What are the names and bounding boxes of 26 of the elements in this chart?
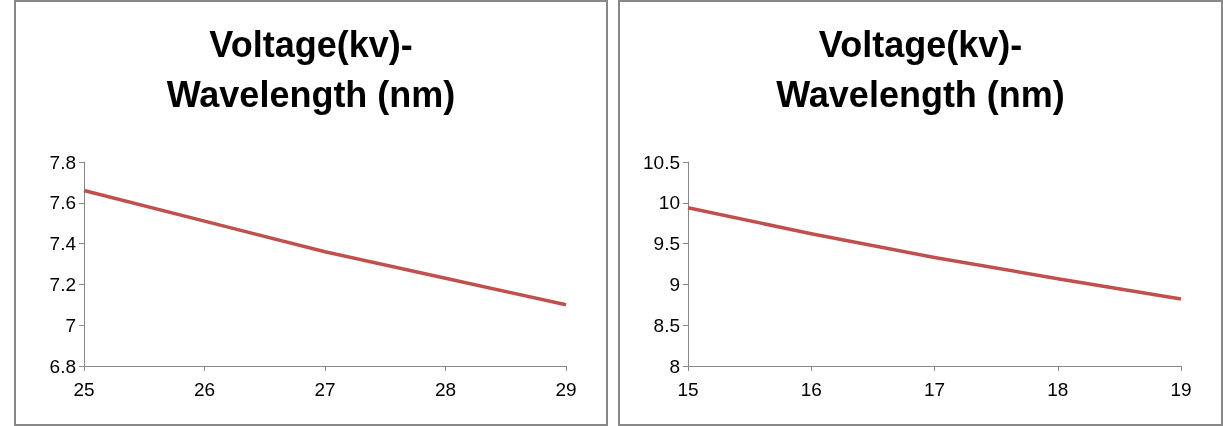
x-tick-label: 28 — [434, 379, 457, 400]
y-tick-label: 7.8 — [49, 151, 76, 173]
chart-title: Voltage(kv)- Wavelength (nm) — [776, 23, 1065, 115]
y-tick-label: 7 — [65, 314, 76, 336]
y-tick-label: 8 — [669, 355, 680, 377]
x-tick-label: 19 — [1170, 379, 1192, 400]
x-tick-label: 29 — [555, 379, 577, 400]
x-tick-label: 26 — [193, 379, 216, 400]
y-tick-label: 7.4 — [49, 233, 77, 255]
y-tick-label: 8.5 — [653, 314, 680, 336]
y-tick-label: 9.5 — [653, 233, 680, 255]
y-tick-label: 7.6 — [49, 192, 76, 214]
x-tick-label: 27 — [314, 379, 336, 400]
x-tick-label: 17 — [923, 379, 946, 400]
chart-title: Voltage(kv)- Wavelength (nm) — [166, 23, 456, 115]
y-tick-label: 10.5 — [643, 151, 680, 173]
x-tick-label: 18 — [1047, 379, 1069, 400]
x-tick-label: 15 — [677, 379, 699, 400]
x-tick-label: 25 — [73, 379, 95, 400]
y-tick-label: 6.8 — [49, 355, 76, 377]
y-tick-label: 9 — [669, 273, 680, 295]
line-series — [686, 205, 1183, 301]
line-series — [82, 188, 568, 307]
y-tick-label: 7.2 — [49, 273, 76, 295]
x-tick-label: 16 — [800, 379, 822, 400]
y-tick-label: 10 — [658, 192, 680, 214]
